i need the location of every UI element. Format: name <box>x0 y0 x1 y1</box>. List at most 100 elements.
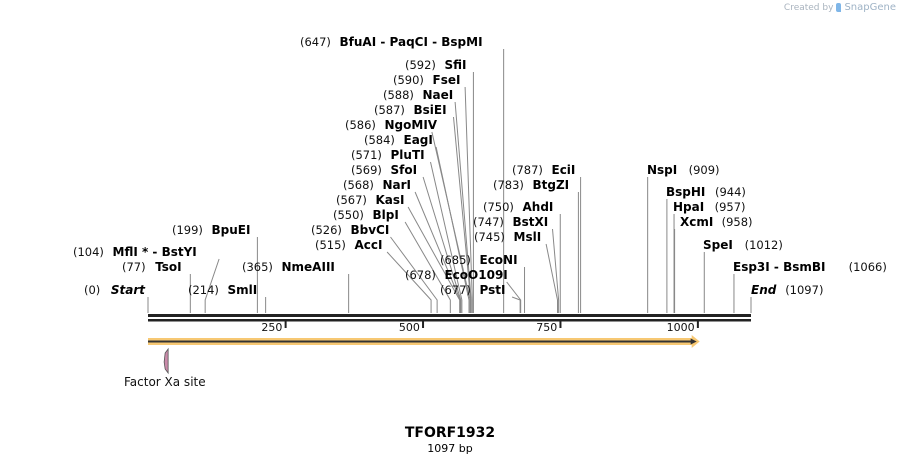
site-position: (214) <box>188 283 219 297</box>
cut-line <box>414 191 461 313</box>
enzyme-name: NarI <box>383 178 412 192</box>
enzyme-site-label[interactable]: (77) TsoI <box>122 260 182 274</box>
enzyme-site-label[interactable]: (587) BsiEI <box>374 103 447 117</box>
enzyme-name: KasI <box>376 193 405 207</box>
site-position: (515) <box>315 238 346 252</box>
enzyme-site-label[interactable]: (747) BstXI <box>473 215 548 229</box>
enzyme-site-label[interactable]: (586) NgoMIV <box>345 118 438 132</box>
enzyme-site-label[interactable]: SpeI (1012) <box>703 238 783 252</box>
cut-line <box>464 86 473 313</box>
site-position: (567) <box>336 193 367 207</box>
enzyme-site-label[interactable]: (365) NmeAIII <box>242 260 335 274</box>
ruler-ticks: 250 500 750 1000 <box>261 321 699 334</box>
cut-line <box>390 236 438 313</box>
enzyme-name: SmlI <box>228 283 258 297</box>
site-position: (1097) <box>785 283 823 297</box>
site-position: (745) <box>474 230 505 244</box>
enzyme-site-label[interactable]: (515) AccI <box>315 238 382 252</box>
enzyme-name: HpaI <box>673 200 704 214</box>
site-position: (587) <box>374 103 405 117</box>
enzyme-site-label[interactable]: End (1097) <box>751 283 823 297</box>
site-position: (592) <box>405 58 436 72</box>
enzyme-site-label[interactable]: (592) SfiI <box>405 58 467 72</box>
tick-label: 500 <box>399 321 420 334</box>
site-position: (365) <box>242 260 273 274</box>
enzyme-name: BfuAI - PaqCI - BspMI <box>340 35 483 49</box>
cut-line <box>552 228 560 313</box>
enzyme-site-label[interactable]: XcmI (958) <box>680 215 753 229</box>
enzyme-site-label[interactable]: (787) EciI <box>512 163 575 177</box>
site-position: (586) <box>345 118 376 132</box>
enzyme-site-label[interactable]: (0) Start <box>84 283 146 297</box>
enzyme-site-label[interactable]: (568) NarI <box>343 178 411 192</box>
enzyme-site-label[interactable]: BspHI (944) <box>666 185 746 199</box>
site-position: (77) <box>122 260 146 274</box>
enzyme-site-label[interactable]: NspI (909) <box>647 163 720 177</box>
enzyme-site-label[interactable]: (590) FseI <box>393 73 460 87</box>
tick-label: 250 <box>261 321 282 334</box>
site-position: (678) <box>405 268 436 282</box>
cut-line <box>386 251 432 313</box>
tick-mark <box>696 321 699 328</box>
cut-line <box>407 206 461 313</box>
enzyme-site-label[interactable]: (677) PstI <box>440 283 505 297</box>
enzyme-site-label[interactable]: (745) MslI <box>474 230 541 244</box>
enzyme-name: EagI <box>404 133 433 147</box>
enzyme-site-label[interactable]: (750) AhdI <box>483 200 553 214</box>
feature-arrow-icon[interactable] <box>163 347 169 375</box>
enzyme-name: NgoMIV <box>385 118 438 132</box>
site-position: (787) <box>512 163 543 177</box>
cut-line <box>430 161 463 313</box>
cut-line <box>506 281 522 313</box>
enzyme-site-label[interactable]: (104) MflI * - BstYI <box>73 245 197 259</box>
enzyme-site-label[interactable]: (685) EcoNI <box>440 253 518 267</box>
site-position: (550) <box>333 208 364 222</box>
enzyme-name: XcmI <box>680 215 713 229</box>
enzyme-name: TsoI <box>155 260 181 274</box>
cut-line <box>404 221 451 313</box>
enzyme-name: NspI <box>647 163 677 177</box>
enzyme-name: BtgZI <box>533 178 570 192</box>
cut-line <box>431 131 471 313</box>
site-position: (526) <box>311 223 342 237</box>
enzyme-site-label[interactable]: (550) BlpI <box>333 208 399 222</box>
enzyme-site-label[interactable]: (584) EagI <box>364 133 433 147</box>
enzyme-site-label[interactable]: (567) KasI <box>336 193 405 207</box>
enzyme-name: PluTI <box>391 148 425 162</box>
site-position: (957) <box>715 200 746 214</box>
enzyme-name: SpeI <box>703 238 733 252</box>
sequence-length: 1097 bp <box>427 442 473 455</box>
enzyme-site-label[interactable]: (526) BbvCI <box>311 223 389 237</box>
enzyme-site-label[interactable]: Esp3I - BsmBI (1066) <box>733 260 887 274</box>
tick-mark <box>284 321 287 328</box>
cut-line <box>453 116 472 313</box>
credit-brand: SnapGene <box>844 2 896 13</box>
enzyme-site-label[interactable]: (214) SmlI <box>188 283 257 297</box>
orf-arrow[interactable] <box>148 335 700 348</box>
enzyme-site-label[interactable]: (647) BfuAI - PaqCI - BspMI <box>300 35 483 49</box>
site-position: (584) <box>364 133 395 147</box>
dna-backbone[interactable] <box>148 314 751 322</box>
enzyme-site-label[interactable]: (199) BpuEI <box>172 223 250 237</box>
enzyme-name: MslI <box>514 230 542 244</box>
enzyme-name: BlpI <box>373 208 399 222</box>
snapgene-logo-icon <box>836 3 842 12</box>
site-position: (944) <box>715 185 746 199</box>
site-position: (958) <box>722 215 753 229</box>
feature-label[interactable]: Factor Xa site <box>124 375 206 389</box>
enzyme-name: BbvCI <box>351 223 390 237</box>
enzyme-site-label[interactable]: (783) BtgZI <box>493 178 569 192</box>
sequence-title: TFORF1932 <box>404 425 496 441</box>
enzyme-site-label[interactable]: (569) SfoI <box>351 163 417 177</box>
enzyme-site-label[interactable]: (588) NaeI <box>383 88 453 102</box>
enzyme-name: BsiEI <box>414 103 447 117</box>
site-position: (1012) <box>745 238 783 252</box>
enzyme-name: BstXI <box>513 215 549 229</box>
site-position: (909) <box>689 163 720 177</box>
credit-prefix: Created by <box>783 2 834 13</box>
enzyme-site-label[interactable]: (571) PluTI <box>351 148 425 162</box>
enzyme-site-label[interactable]: HpaI (957) <box>673 200 746 214</box>
enzyme-name: SfiI <box>445 58 467 72</box>
factor-xa-site-feature[interactable] <box>163 347 169 375</box>
enzyme-site-label[interactable]: (678) EcoO109I <box>405 268 508 282</box>
